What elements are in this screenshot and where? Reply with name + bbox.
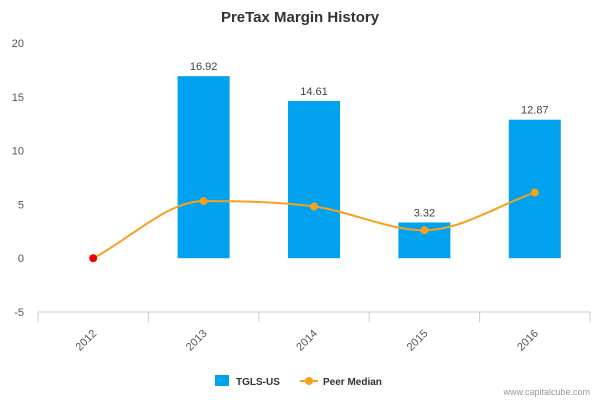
- chart-title: PreTax Margin History: [221, 9, 380, 26]
- data-label: 14.61: [300, 86, 328, 98]
- data-label: 12.87: [521, 105, 549, 117]
- legend-swatch-marker: [305, 377, 313, 385]
- x-tick-label: 2012: [74, 328, 100, 354]
- legend-label: TGLS-US: [236, 377, 280, 388]
- bar-2014: [288, 100, 340, 259]
- legend-swatch-bar: [215, 375, 229, 386]
- peer-median-point-2016: [530, 188, 539, 197]
- peer-median-point-2014: [310, 202, 318, 211]
- bar-layer: [177, 76, 561, 259]
- y-tick-label: 10: [12, 146, 24, 158]
- peer-median-point-2012: [89, 254, 98, 263]
- peer-median-point-2015: [420, 226, 429, 235]
- data-label: 16.92: [190, 61, 218, 73]
- x-tick-label: 2016: [515, 328, 541, 354]
- y-tick-label: 0: [18, 253, 24, 265]
- legend: TGLS-US Peer Median: [215, 375, 382, 388]
- data-label-layer: 16.92 14.61 3.32 12.87: [190, 61, 549, 219]
- bar-2013: [177, 76, 230, 259]
- x-tick-label: 2013: [184, 328, 210, 354]
- y-tick-label: 20: [12, 38, 24, 50]
- line-layer: [89, 188, 539, 263]
- x-tick-label: 2015: [405, 328, 431, 354]
- x-tick-label: 2014: [294, 328, 320, 354]
- y-tick-label: 15: [12, 92, 24, 104]
- legend-label: Peer Median: [323, 377, 382, 388]
- y-tick-label: 5: [18, 199, 24, 211]
- credit-text: www.capitalcube.com: [502, 387, 590, 397]
- peer-median-point-2013: [199, 197, 208, 206]
- data-label: 3.32: [414, 207, 435, 219]
- y-tick-label: -5: [14, 307, 24, 319]
